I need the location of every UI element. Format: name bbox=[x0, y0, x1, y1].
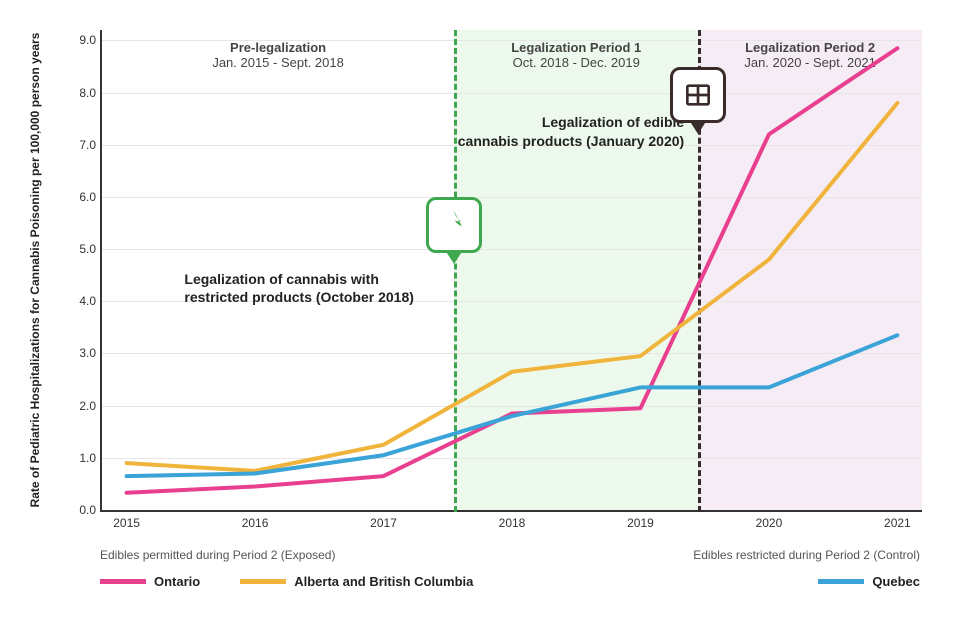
y-tick: 4.0 bbox=[79, 294, 102, 308]
y-tick: 2.0 bbox=[79, 399, 102, 413]
y-tick: 1.0 bbox=[79, 451, 102, 465]
line-series-svg bbox=[102, 30, 922, 510]
y-tick: 6.0 bbox=[79, 190, 102, 204]
leaf-icon bbox=[426, 197, 482, 253]
legend-item: Alberta and British Columbia bbox=[240, 574, 473, 589]
y-tick: 7.0 bbox=[79, 138, 102, 152]
legend-label: Quebec bbox=[872, 574, 920, 589]
legend-item: Quebec bbox=[818, 574, 920, 589]
legend-swatch bbox=[240, 579, 286, 584]
x-tick: 2018 bbox=[499, 510, 526, 530]
legend-group-exposed: Edibles permitted during Period 2 (Expos… bbox=[100, 548, 335, 562]
x-tick: 2020 bbox=[756, 510, 783, 530]
legend-swatch bbox=[100, 579, 146, 584]
x-tick: 2016 bbox=[242, 510, 269, 530]
callout-tail bbox=[445, 250, 463, 264]
y-tick: 9.0 bbox=[79, 33, 102, 47]
x-tick: 2017 bbox=[370, 510, 397, 530]
y-tick: 3.0 bbox=[79, 346, 102, 360]
x-tick: 2021 bbox=[884, 510, 911, 530]
legend-group-control: Edibles restricted during Period 2 (Cont… bbox=[693, 548, 920, 562]
legend-item: Ontario bbox=[100, 574, 200, 589]
legend-swatch bbox=[818, 579, 864, 584]
y-axis-label: Rate of Pediatric Hospitalizations for C… bbox=[28, 30, 42, 510]
chocolate-icon bbox=[670, 67, 726, 123]
legend-label: Alberta and British Columbia bbox=[294, 574, 473, 589]
y-tick: 8.0 bbox=[79, 86, 102, 100]
legend: Edibles permitted during Period 2 (Expos… bbox=[100, 548, 920, 589]
series-line bbox=[127, 48, 898, 493]
y-tick: 5.0 bbox=[79, 242, 102, 256]
x-tick: 2015 bbox=[113, 510, 140, 530]
y-tick: 0.0 bbox=[79, 503, 102, 517]
plot-area: Pre-legalizationJan. 2015 - Sept. 2018Le… bbox=[100, 30, 922, 512]
callout-tail bbox=[689, 120, 707, 134]
series-line bbox=[127, 335, 898, 476]
chart-container: Pre-legalizationJan. 2015 - Sept. 2018Le… bbox=[0, 0, 960, 640]
legend-label: Ontario bbox=[154, 574, 200, 589]
x-tick: 2019 bbox=[627, 510, 654, 530]
